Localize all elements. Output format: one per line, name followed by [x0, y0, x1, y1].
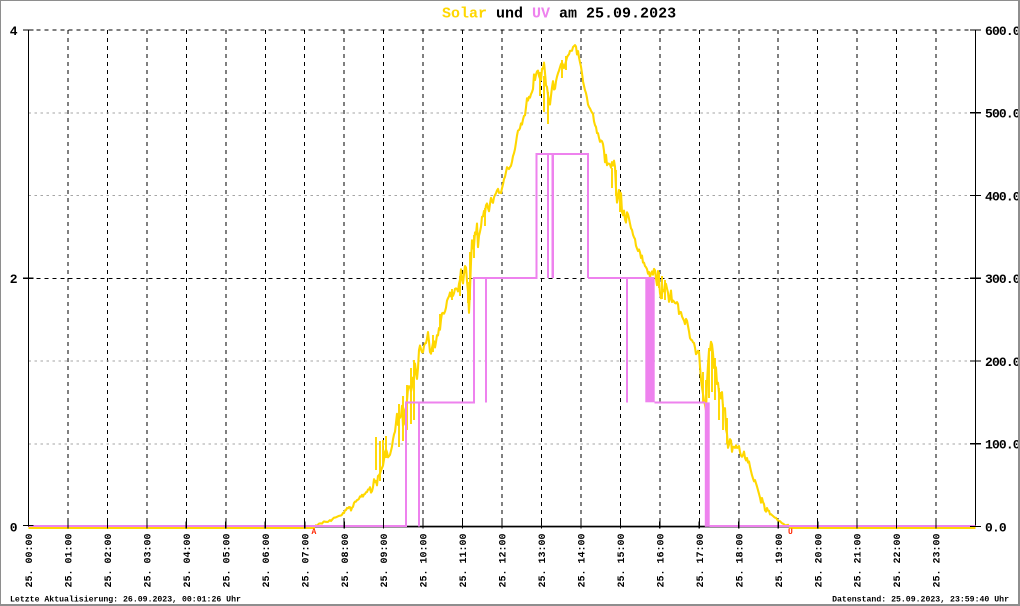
svg-text:200.0: 200.0: [985, 355, 1020, 370]
svg-text:100.0: 100.0: [985, 438, 1020, 453]
svg-text:25. 16:00: 25. 16:00: [656, 533, 667, 587]
svg-text:25. 09:00: 25. 09:00: [380, 533, 391, 587]
svg-text:25. 19:00: 25. 19:00: [775, 533, 786, 587]
svg-text:0: 0: [10, 520, 18, 535]
svg-text:Letzte Aktualisierung: 26.09.2: Letzte Aktualisierung: 26.09.2023, 00:01…: [10, 595, 241, 605]
svg-text:500.0: 500.0: [985, 107, 1020, 122]
svg-text:25. 11:00: 25. 11:00: [459, 533, 470, 587]
svg-text:25. 23:00: 25. 23:00: [933, 533, 944, 587]
svg-text:4: 4: [10, 24, 18, 39]
svg-text:25. 07:00: 25. 07:00: [301, 533, 312, 587]
svg-text:Solar und UV am 25.09.2023: Solar und UV am 25.09.2023: [442, 6, 676, 23]
svg-text:25. 05:00: 25. 05:00: [222, 533, 233, 587]
svg-text:300.0: 300.0: [985, 272, 1020, 287]
svg-text:A: A: [312, 528, 317, 537]
svg-text:25. 10:00: 25. 10:00: [420, 533, 431, 587]
svg-text:0.0: 0.0: [985, 520, 1007, 535]
svg-text:25. 03:00: 25. 03:00: [144, 533, 155, 587]
svg-text:25. 00:00: 25. 00:00: [25, 533, 36, 587]
svg-text:25. 04:00: 25. 04:00: [183, 533, 194, 587]
svg-text:2: 2: [10, 272, 18, 287]
svg-text:600.0: 600.0: [985, 24, 1020, 39]
svg-text:U: U: [788, 528, 793, 537]
svg-text:25. 15:00: 25. 15:00: [617, 533, 628, 587]
svg-text:400.0: 400.0: [985, 189, 1020, 204]
svg-text:25. 22:00: 25. 22:00: [893, 533, 904, 587]
svg-text:25. 18:00: 25. 18:00: [735, 533, 746, 587]
svg-text:25. 17:00: 25. 17:00: [696, 533, 707, 587]
svg-text:Datenstand: 25.09.2023, 23:59:: Datenstand: 25.09.2023, 23:59:40 Uhr: [832, 595, 1009, 605]
svg-text:25. 12:00: 25. 12:00: [499, 533, 510, 587]
svg-text:25. 01:00: 25. 01:00: [65, 533, 76, 587]
svg-text:25. 21:00: 25. 21:00: [854, 533, 865, 587]
svg-text:25. 08:00: 25. 08:00: [341, 533, 352, 587]
svg-text:25. 20:00: 25. 20:00: [814, 533, 825, 587]
svg-text:25. 06:00: 25. 06:00: [262, 533, 273, 587]
svg-text:25. 13:00: 25. 13:00: [538, 533, 549, 587]
svg-text:25. 14:00: 25. 14:00: [578, 533, 589, 587]
svg-text:25. 02:00: 25. 02:00: [104, 533, 115, 587]
